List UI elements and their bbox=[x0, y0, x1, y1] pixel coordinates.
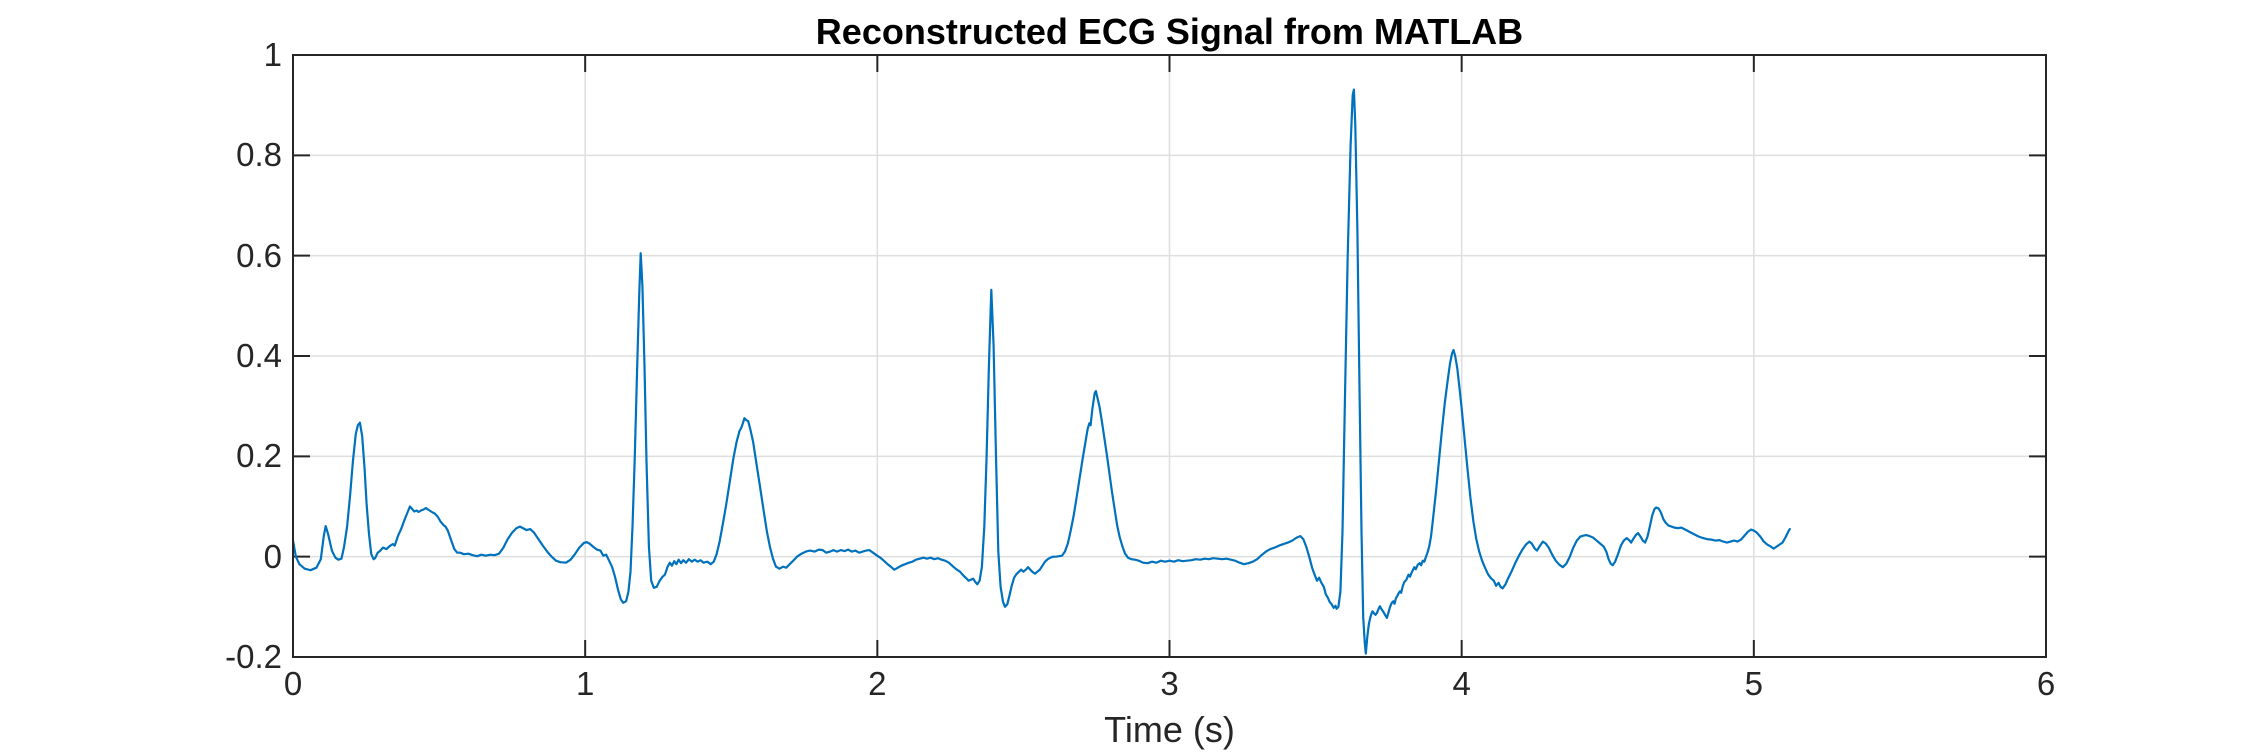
y-tick-label-0: 0 bbox=[263, 537, 282, 575]
x-axis-label: Time (s) bbox=[1104, 709, 1235, 750]
y-tick-label--0.2: -0.2 bbox=[225, 638, 282, 675]
y-tick-label-0.2: 0.2 bbox=[236, 437, 282, 475]
y-tick-label-0.4: 0.4 bbox=[236, 337, 282, 374]
x-tick-label-6: 6 bbox=[2036, 665, 2056, 702]
y-tick-label-0.8: 0.8 bbox=[236, 136, 282, 174]
axes-box bbox=[292, 54, 2047, 658]
x-tick-label-1: 1 bbox=[575, 665, 595, 702]
y-tick-label-1: 1 bbox=[263, 36, 282, 73]
x-tick-label-4: 4 bbox=[1452, 665, 1471, 702]
x-tick-label-3: 3 bbox=[1160, 665, 1179, 702]
ecg-signal-line bbox=[293, 88, 1791, 655]
x-tick-label-5: 5 bbox=[1744, 665, 1763, 702]
x-tick-label-0: 0 bbox=[283, 665, 303, 702]
y-tick-label-0.6: 0.6 bbox=[236, 236, 282, 274]
x-tick-label-2: 2 bbox=[868, 665, 887, 702]
chart-title: Reconstructed ECG Signal from MATLAB bbox=[815, 11, 1524, 52]
